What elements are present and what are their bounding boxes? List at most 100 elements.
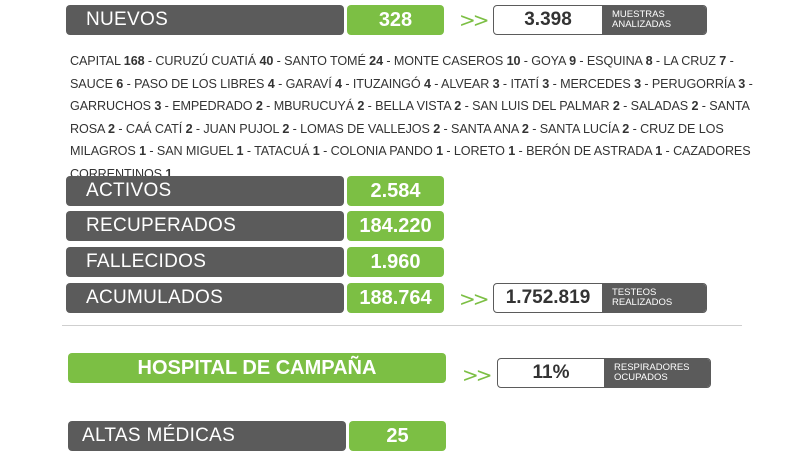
town-count: 3 [634,76,641,91]
town-name: SANTA ROSA [70,99,750,136]
town-name: BELLA VISTA [375,99,451,114]
town-count: 2 [454,99,462,114]
stat-value-activos: 2.584 [347,176,444,206]
town-entry: SANTA LUCÍA 2 [540,121,630,136]
town-name: LOMAS DE VALLEJOS [300,121,430,136]
stat-label-fallecidos: FALLECIDOS [66,247,344,277]
town-count: 1 [312,144,320,159]
town-name: CRUZ DE LOS MILAGROS [70,121,724,159]
town-count: 2 [108,121,115,136]
town-entry: SANTO TOMÉ 24 [284,54,383,68]
town-entry: CAÁ CATÍ 2 [126,122,193,136]
stat-label-recuperados: RECUPERADOS [66,211,344,241]
town-entry: TATACUÁ 1 [254,144,320,158]
town-count: 2 [255,99,263,114]
muestras-caption-line1: MUESTRAS [612,9,665,20]
town-entry: GOYA 9 [531,54,576,68]
town-name: CAÁ CATÍ [125,121,183,136]
town-count: 3 [492,76,500,91]
town-count: 2 [622,121,630,136]
town-entry: BERÓN DE ASTRADA 1 [526,144,662,158]
town-entry: SAN MIGUEL 1 [157,144,244,158]
town-name: MERCEDES [560,76,631,91]
town-entry: GARRUCHOS 3 [70,99,161,113]
town-entry: PASO DE LOS LIBRES 4 [134,77,275,91]
town-name: PERUGORRÍA [651,76,735,91]
town-name: SANTO TOMÉ [284,54,366,68]
altas-medicas-value: 25 [349,421,446,451]
town-count: 2 [357,99,365,114]
town-entry: ESQUINA 8 [587,54,653,68]
town-entry: SAUCE 6 [70,77,123,91]
town-count: 1 [508,144,516,159]
town-count: 2 [691,99,699,114]
town-count: 24 [369,54,383,68]
stat-label-activos: ACTIVOS [66,176,344,206]
town-count: 1 [655,144,663,159]
town-entry: ITATÍ 3 [510,77,549,91]
testeos-caption-line1: TESTEOS [612,287,657,298]
town-count: 8 [645,54,653,68]
town-entry: CRUZ DE LOS MILAGROS 1 [70,122,724,159]
town-count: 1 [236,144,244,159]
town-count: 3 [542,76,550,91]
town-entry: LA CRUZ 7 [663,54,726,68]
altas-medicas-label: ALTAS MÉDICAS [68,421,346,451]
testeos-value: 1.752.819 [505,287,591,308]
respiradores-caption: RESPIRADORES OCUPADOS [604,359,710,387]
town-name: GARAVÍ [285,76,332,91]
town-count: 4 [335,76,342,91]
testeos-caption-line2: REALIZADOS [612,297,673,308]
town-name: GARRUCHOS [70,99,151,114]
towns-list: CAPITAL 168 - CURUZÚ CUATIÁ 40 - SANTO T… [70,54,753,181]
town-name: GOYA [531,54,566,68]
town-count: 4 [423,76,431,91]
town-name: SAUCE [70,76,113,91]
muestras-caption: MUESTRAS ANALIZADAS [602,6,706,34]
hospital-campana-banner: HOSPITAL DE CAMPAÑA [68,353,446,383]
section-divider [62,325,742,326]
town-name: MONTE CASEROS [393,54,504,68]
muestras-value: 3.398 [524,9,572,30]
town-name: LA CRUZ [663,54,716,68]
town-name: BERÓN DE ASTRADA [526,144,652,159]
town-count: 2 [612,99,620,114]
town-name: ITUZAINGÓ [352,76,421,91]
town-entry: SANTA ROSA 2 [70,99,749,136]
town-entry: SANTA ANA 2 [451,122,529,136]
town-entry: ITUZAINGÓ 4 [353,77,431,91]
town-entry: CURUZÚ CUATIÁ 40 [155,54,273,68]
town-entry: ALVEAR 3 [441,76,500,91]
town-count: 4 [267,76,275,91]
town-name: JUAN PUJOL [203,121,279,136]
respiradores-caption-line1: RESPIRADORES [614,362,690,373]
stat-label-acumulados: ACUMULADOS [66,283,344,313]
town-count: 168 [123,54,145,68]
town-entry: MERCEDES 3 [560,77,641,91]
town-count: 2 [433,121,441,136]
respiradores-value: 11% [532,362,570,383]
town-name: CURUZÚ CUATIÁ [155,54,257,68]
town-count: 1 [436,144,443,159]
town-count: 2 [185,121,193,136]
town-name: SAN LUIS DEL PALMAR [472,99,610,114]
town-entry: COLONIA PANDO 1 [331,144,443,158]
stat-value-recuperados: 184.220 [347,211,444,241]
town-entry: GARAVÍ 4 [286,77,342,91]
testeos-caption: TESTEOS REALIZADOS [602,284,706,312]
arrow-icon-2: >> [459,287,489,311]
muestras-analizadas-box: 3.398 MUESTRAS ANALIZADAS [493,5,707,35]
town-entry: BELLA VISTA 2 [375,99,461,113]
town-count: 1 [165,166,173,181]
town-entry: PERUGORRÍA 3 [652,77,745,91]
respiradores-caption-line2: OCUPADOS [614,372,668,383]
stat-value-fallecidos: 1.960 [347,247,444,277]
town-entry: MBURUCUYÁ 2 [274,99,365,113]
town-count: 9 [569,54,576,68]
nuevos-label: NUEVOS [66,5,344,35]
town-count: 2 [521,121,529,136]
town-count: 7 [719,54,727,68]
muestras-caption-line2: ANALIZADAS [612,19,672,30]
town-entry: SAN LUIS DEL PALMAR 2 [472,99,620,113]
town-name: COLONIA PANDO [330,144,433,159]
